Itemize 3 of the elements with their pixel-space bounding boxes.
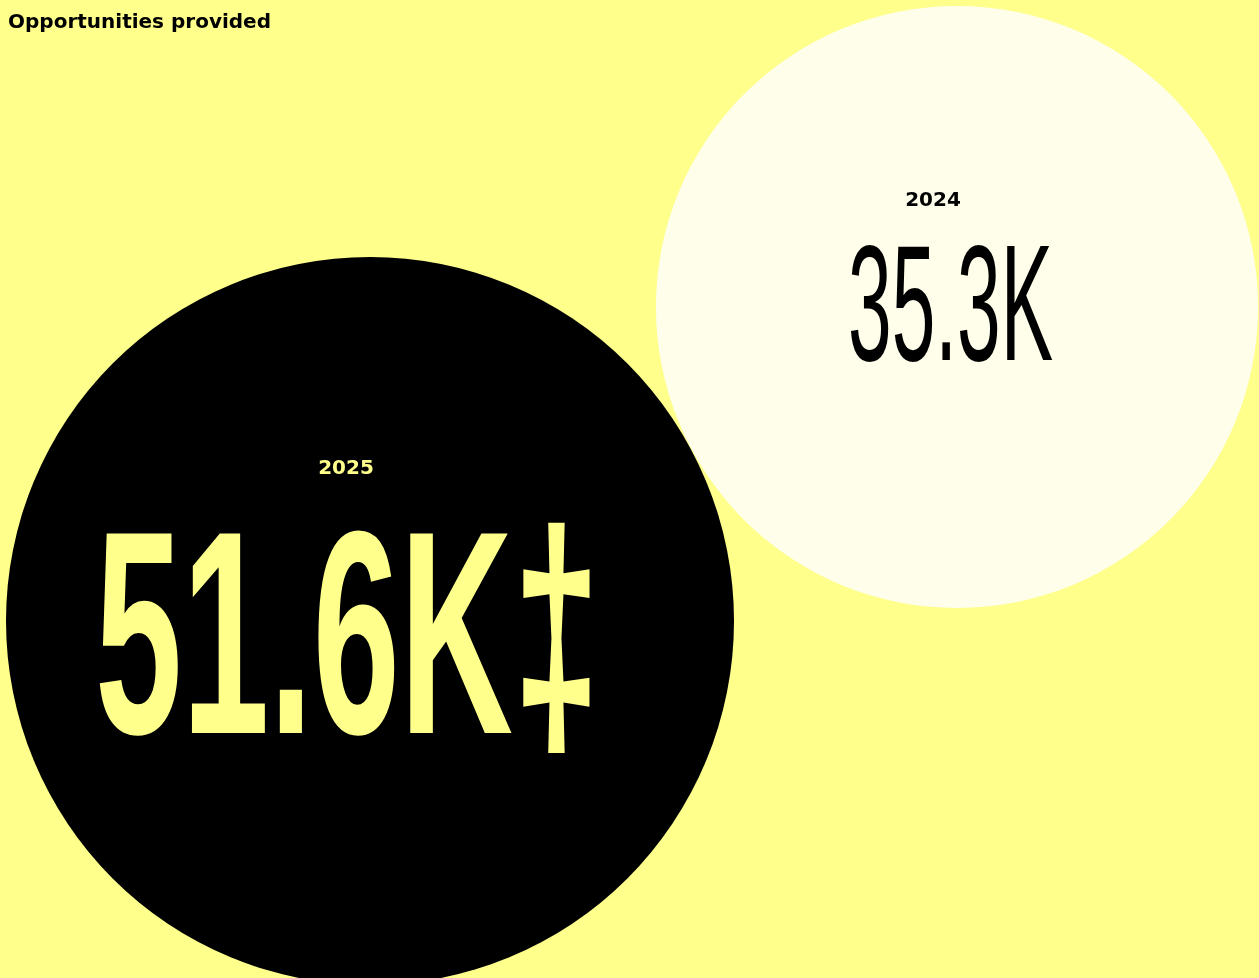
data-label: 35.3K (848, 211, 1259, 395)
text: Opportunities provided (8, 9, 271, 33)
category-label: 2024 (905, 187, 961, 211)
